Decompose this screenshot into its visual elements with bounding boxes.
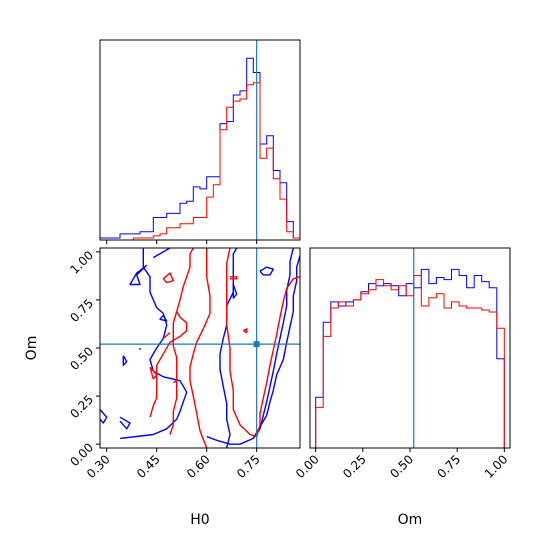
contour-red-9 xyxy=(149,366,158,380)
y-axis-label-om: Om xyxy=(24,336,40,361)
contour-xtick-label: 0.75 xyxy=(234,452,263,481)
contour-ytick-label: 1.00 xyxy=(67,248,96,277)
contour-ytick-label: 0.75 xyxy=(67,296,96,325)
contour-blue-3 xyxy=(206,255,300,445)
contour-blue-2 xyxy=(219,248,238,448)
contour-red-5 xyxy=(162,272,174,284)
om-marginal-histogram: 0.00 0.25 0.50 0.75 1.00 Om xyxy=(293,247,511,528)
contour-blue-7 xyxy=(232,284,238,299)
om-hist-tick-label: 0.50 xyxy=(387,452,416,481)
x-axis-label-h0: H0 xyxy=(190,512,209,528)
h0-hist-blue xyxy=(99,57,301,240)
contour-frame xyxy=(99,247,301,449)
contour-red-2 xyxy=(169,248,194,435)
h0-marginal-histogram xyxy=(99,39,301,244)
contour-red-6 xyxy=(230,276,238,280)
contour-blue-10 xyxy=(119,416,131,430)
contour-blue-5 xyxy=(259,266,274,276)
contour-red-3 xyxy=(149,311,188,418)
contour-red-7 xyxy=(242,328,248,334)
contour-red-4 xyxy=(172,380,178,384)
om-hist-red xyxy=(315,275,505,448)
contour-blue-11 xyxy=(122,355,128,366)
contour-blue-9 xyxy=(100,409,108,424)
contour-ytick-label: 0.50 xyxy=(67,344,96,373)
om-histogram-frame xyxy=(309,247,511,449)
h0-hist-red xyxy=(100,82,301,241)
x-axis-label-om: Om xyxy=(398,512,423,528)
om-hist-tick-label: 0.25 xyxy=(340,452,369,481)
contour-xtick-label: 0.60 xyxy=(184,452,213,481)
contour-blue-8 xyxy=(159,314,168,322)
contour-blue-6 xyxy=(129,264,148,286)
contour-xtick-label: 0.45 xyxy=(134,452,163,481)
truth-marker xyxy=(253,341,260,348)
h0-om-contour-panel: 0.30 0.45 0.60 0.750.000.250.500.751.00 H0 … xyxy=(24,247,301,528)
contour-ytick-label: 0.25 xyxy=(67,392,96,421)
om-hist-tick-label: 1.00 xyxy=(482,452,511,481)
contour-red-1 xyxy=(226,248,300,438)
contour-red-8 xyxy=(162,332,171,339)
h0-histogram-frame xyxy=(99,39,301,241)
contour-red-0 xyxy=(189,248,211,448)
contour-blue-1 xyxy=(152,248,171,259)
om-hist-tick-label: 0.75 xyxy=(434,452,463,481)
contour-blue-4 xyxy=(252,248,294,439)
contour-blue-0 xyxy=(119,248,188,440)
om-hist-tick-label: 0.00 xyxy=(293,452,322,481)
